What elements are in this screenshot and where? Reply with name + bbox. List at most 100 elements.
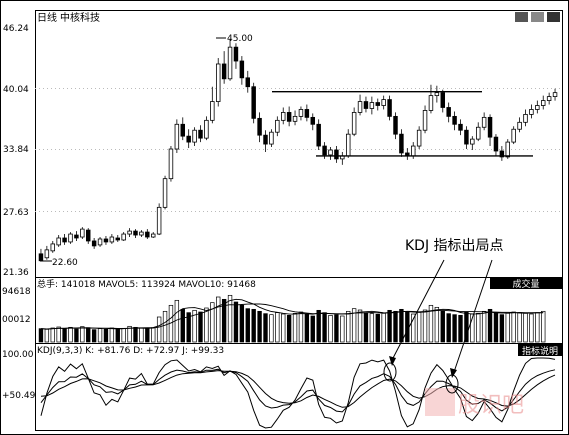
candle-up (56, 237, 61, 246)
volume-bar (269, 314, 274, 343)
candle-up (434, 92, 440, 97)
candle (227, 39, 233, 81)
candle-up (192, 129, 197, 143)
candle-up (68, 233, 73, 243)
volume-bar (375, 313, 380, 343)
candle-up (328, 149, 333, 156)
volume-bar (121, 327, 126, 343)
low-marker: 22.60 (40, 258, 78, 268)
candle-down (286, 112, 292, 122)
volume-bar (399, 308, 404, 343)
volume-bar (151, 327, 156, 343)
volume-bar (505, 312, 510, 343)
toolbar-icon[interactable] (515, 12, 528, 22)
candle (286, 106, 292, 127)
candlestick-series (38, 39, 558, 262)
volume-bar (133, 326, 138, 343)
indicator-button[interactable]: 指标说明 (518, 344, 562, 357)
volume-bar (216, 296, 221, 343)
candle-down (393, 115, 398, 135)
kdj-d-line (40, 370, 556, 408)
candle (540, 95, 546, 110)
volume-bar (517, 312, 522, 343)
volume-bar (476, 312, 481, 343)
candle-down (198, 129, 203, 139)
candle (399, 129, 404, 157)
stock-name: 中核科技 (60, 11, 100, 24)
candle-up (292, 115, 298, 122)
candle-down (446, 107, 451, 117)
volume-bar (56, 326, 61, 343)
candle (310, 113, 316, 131)
candle (91, 237, 97, 249)
volume-bar (499, 314, 505, 343)
arrow-icon[interactable] (531, 12, 544, 22)
candle (275, 116, 280, 137)
volume-bar (481, 310, 487, 343)
candle (162, 175, 168, 210)
volume-bar (86, 327, 91, 343)
volume-bar (286, 314, 292, 343)
candle (121, 232, 126, 241)
candle (535, 100, 540, 114)
candle-down (399, 133, 404, 154)
volume-bar (381, 312, 386, 343)
candle (470, 136, 475, 150)
candle (546, 92, 552, 105)
volume-bar (174, 299, 180, 343)
candle-down (38, 253, 44, 262)
candle (204, 116, 209, 141)
candle-up (97, 238, 103, 246)
volume-bar (257, 310, 262, 343)
exit-point-marker (445, 374, 459, 394)
candle-up (475, 126, 481, 140)
volume-bars (38, 294, 546, 343)
candle (280, 107, 286, 125)
candle (168, 146, 174, 182)
kdj-j-line (40, 357, 556, 429)
volume-bar (227, 294, 233, 343)
candle (215, 58, 221, 107)
volume-bar (328, 314, 333, 343)
volume-bar (44, 328, 50, 343)
price-tick: 33.84 (3, 145, 29, 155)
volume-bar (304, 313, 310, 343)
volume-bar (416, 311, 422, 343)
candle (139, 230, 144, 238)
window-buttons[interactable] (515, 12, 560, 22)
indicator-button-bg[interactable] (518, 344, 562, 356)
volume-bar (458, 314, 463, 343)
volume-bar (192, 309, 197, 343)
volume-bar (186, 312, 191, 343)
close-icon[interactable] (547, 12, 560, 22)
volume-bar (292, 312, 298, 343)
price-tick: 21.36 (3, 268, 29, 278)
candle (481, 112, 487, 131)
volume-button[interactable]: 成交量 (490, 277, 562, 290)
candle (393, 112, 398, 140)
candle (239, 56, 245, 85)
volume-bar (103, 328, 109, 343)
volume-button-bg[interactable] (490, 277, 562, 289)
candle (452, 111, 457, 131)
candle (245, 70, 251, 93)
candle (458, 119, 463, 136)
candle-up (269, 131, 274, 145)
candle-up (127, 230, 132, 235)
volume-bar (115, 328, 120, 343)
candle-up (511, 128, 516, 143)
volume-bar (97, 328, 103, 343)
low-marker-label: 22.60 (52, 258, 78, 268)
candle-up (298, 109, 304, 117)
candle-up (357, 101, 363, 113)
candle (428, 84, 434, 114)
candle-down (180, 123, 186, 137)
candle (233, 43, 239, 69)
annotation-arrow (391, 259, 445, 361)
volume-bar (91, 329, 97, 343)
volume-tick: 94618 (2, 287, 31, 297)
candle (180, 117, 186, 141)
volume-bar (281, 313, 286, 343)
candle-down (133, 230, 138, 236)
candle-up (174, 123, 180, 150)
